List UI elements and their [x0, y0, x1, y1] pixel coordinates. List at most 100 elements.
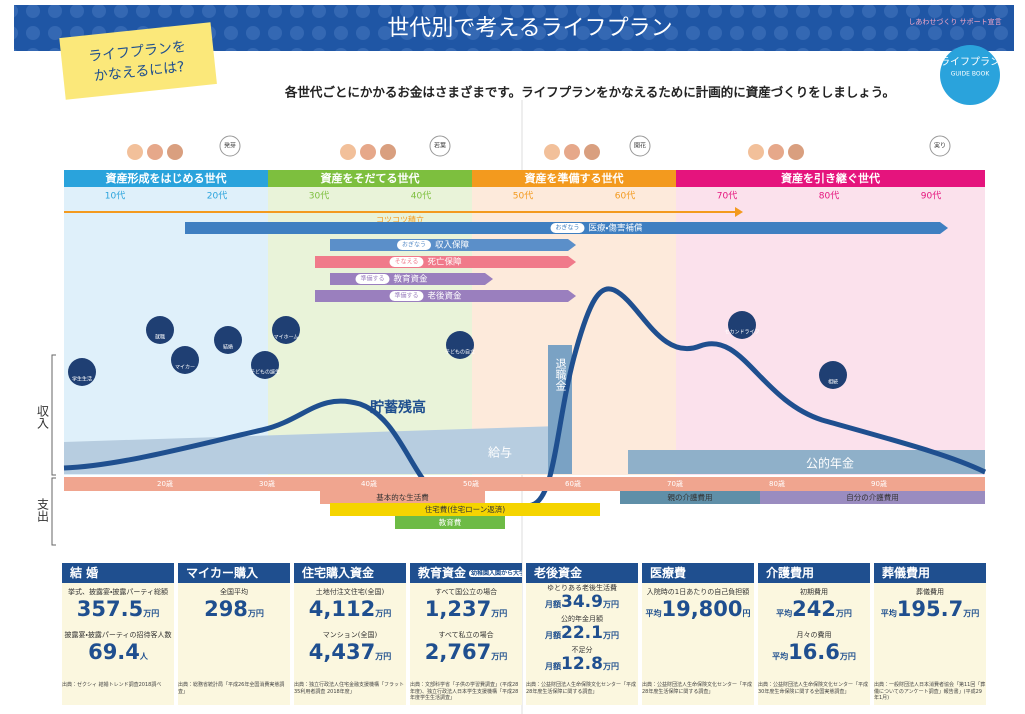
item-prefix: 平均	[881, 609, 897, 618]
item-value-row: 1,237万円	[410, 597, 522, 626]
event-label: マイホーム	[274, 335, 299, 341]
age-bar	[64, 477, 985, 491]
card-item: 初期費用平均242万円	[758, 588, 870, 626]
item-unit: 万円	[603, 662, 619, 671]
item-label: 土地付注文住宅(全国)	[294, 588, 406, 597]
item-value-row: 月額22.1万円	[526, 624, 638, 645]
card-title: マイカー購入	[186, 566, 258, 580]
item-label: 披露宴・披露パーティの招待客人数	[62, 631, 174, 640]
figure	[768, 144, 784, 160]
item-value-row: 4,437万円	[294, 640, 406, 669]
card-item: 不足分月額12.8万円	[526, 646, 638, 676]
card-title: 教育資金	[418, 566, 466, 580]
card-source: 出典：総務省統計局「平成26年全国消費実態調査」	[178, 682, 290, 695]
lead: 各世代ごとにかかるお金はさまざまです。ライフプランをかなえるために計画的に資産づ…	[284, 85, 895, 100]
stages: 資産形成をはじめる世代発芽資産をそだてる世代若葉資産を準備する世代開花資産を引き…	[64, 136, 985, 475]
expense-label: 親の介護費用	[668, 492, 713, 502]
item-value-row: 4,112万円	[294, 597, 406, 626]
item-label: すべて国公立の場合	[410, 588, 522, 597]
figure	[788, 144, 804, 160]
arrow-label: 収入保障	[435, 240, 470, 251]
item-value: 12.8	[561, 654, 603, 674]
age-tick: 70歳	[667, 479, 683, 488]
stage-tag: 若葉	[434, 142, 446, 150]
stage-label: 資産形成をはじめる世代	[106, 171, 227, 185]
item-unit: 万円	[603, 600, 619, 609]
item-label: 葬儀費用	[874, 588, 986, 597]
item-value-row: 2,767万円	[410, 640, 522, 669]
item-label: 入院時の1日あたりの自己負担額	[642, 588, 754, 597]
corner-label: しあわせづくり サポート宣言	[908, 17, 1001, 26]
item-value: 4,437	[309, 640, 375, 664]
age-label: 90代	[921, 191, 941, 202]
item-value-row: 69.4人	[62, 640, 174, 669]
card-item: ゆとりある老後生活費月額34.9万円	[526, 584, 638, 614]
card-header: 教育資金幼稚園入園から大学卒業まで	[410, 563, 522, 583]
card-item: 土地付注文住宅(全国)4,112万円	[294, 588, 406, 626]
card-header: 介護費用	[758, 563, 870, 583]
item-prefix: 月額	[545, 600, 561, 609]
card-title: 結 婚	[70, 566, 98, 580]
arrow-label: 老後資金	[428, 291, 463, 302]
item-unit: 万円	[491, 652, 507, 661]
item-value: 69.4	[88, 640, 140, 664]
figure	[360, 144, 376, 160]
item-label: 全国平均	[178, 588, 290, 597]
guide-sub: GUIDE BOOK	[951, 71, 991, 78]
item-value-row: 298万円	[178, 597, 290, 626]
item-value-row: 357.5万円	[62, 597, 174, 626]
item-unit: 万円	[375, 609, 391, 618]
item-value-row: 平均195.7万円	[874, 597, 986, 626]
card-title: 老後資金	[534, 566, 582, 580]
item-value: 4,112	[309, 597, 375, 621]
item-value: 357.5	[77, 597, 143, 621]
age-label: 80代	[819, 191, 839, 202]
card-header: 老後資金	[526, 563, 638, 583]
age-label: 10代	[105, 191, 125, 202]
card-header: マイカー購入	[178, 563, 290, 583]
arrow-verb: そなえる	[395, 259, 419, 266]
age-tick: 20歳	[157, 479, 173, 488]
figure	[748, 144, 764, 160]
item-label: すべて私立の場合	[410, 631, 522, 640]
expense-label: 住宅費(住宅ローン返済)	[425, 504, 506, 514]
item-prefix: 平均	[645, 609, 661, 618]
event-label: 子どもの自立	[445, 349, 475, 356]
item-value-row: 月額12.8万円	[526, 655, 638, 676]
item-label: マンション(全国)	[294, 631, 406, 640]
item-unit: 万円	[248, 609, 264, 618]
age-label: 60代	[615, 191, 635, 202]
card-source: 出典：公益財団法人生命保険文化センター「平成30年度生命保険に関する全国実態調査…	[758, 682, 870, 695]
figure	[147, 144, 163, 160]
card-title: 介護費用	[766, 566, 814, 580]
item-unit: 万円	[840, 652, 856, 661]
arrow-verb: 準備する	[394, 292, 418, 300]
event-label: 子どもの誕生	[250, 369, 280, 376]
age-label: 20代	[207, 191, 227, 202]
card-source: 出典：一般財団法人日本消費者協会「第11回「葬儀についてのアンケート調査」報告書…	[874, 682, 986, 702]
card-header: 結 婚	[62, 563, 174, 583]
pension-label: 公的年金	[806, 456, 854, 471]
event-label: 学生生活	[72, 376, 92, 383]
card-item: マンション(全国)4,437万円	[294, 631, 406, 669]
card-subtitle: 幼稚園入園から大学卒業まで	[469, 570, 522, 577]
expense-label: 支出	[36, 498, 50, 522]
age-label: 30代	[309, 191, 329, 202]
item-value: 19,800	[661, 597, 742, 621]
event-label: 結婚	[223, 344, 233, 351]
event-label: セカンドライフ	[724, 330, 759, 336]
card-title: 医療費	[650, 566, 686, 580]
item-unit: 人	[140, 652, 148, 661]
figure	[167, 144, 183, 160]
item-value-row: 平均242万円	[758, 597, 870, 626]
income-label: 収入	[36, 405, 50, 429]
item-value: 2,767	[425, 640, 491, 664]
item-prefix: 平均	[772, 652, 788, 661]
item-label: 初期費用	[758, 588, 870, 597]
item-value-row: 平均19,800円	[642, 597, 754, 626]
arrow-label: 教育資金	[394, 274, 429, 285]
age-label: 40代	[411, 191, 431, 202]
item-value: 16.6	[788, 640, 840, 664]
